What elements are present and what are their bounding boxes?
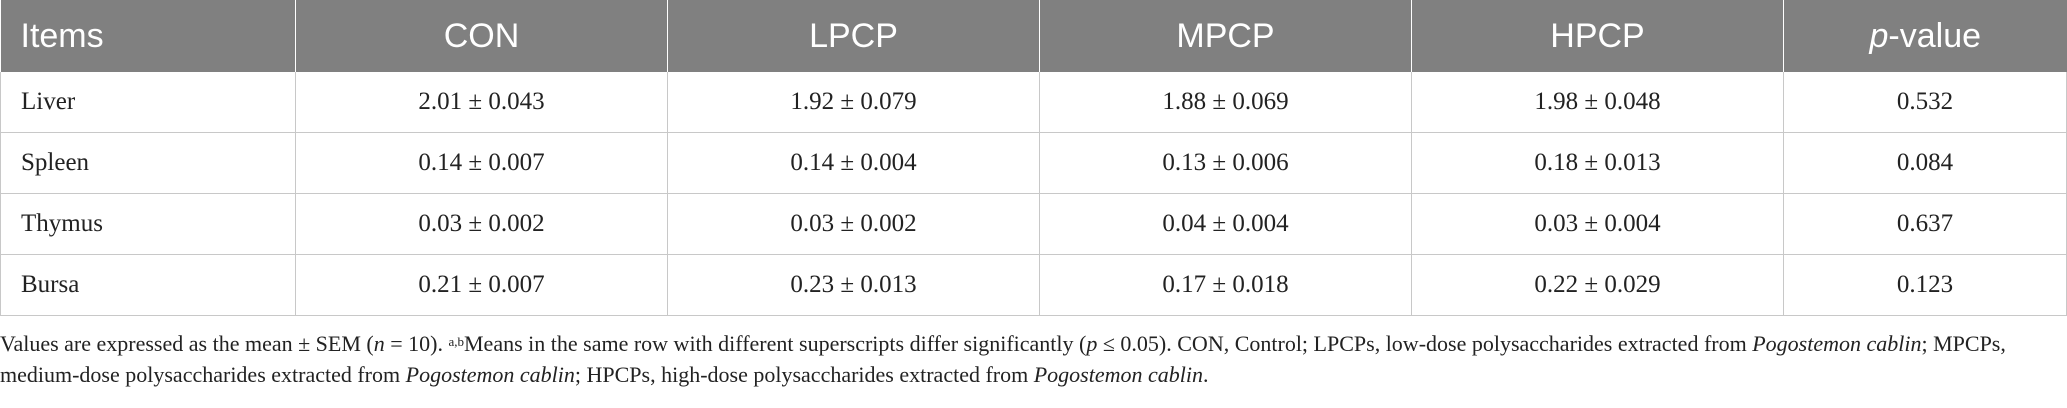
cell-hpcp: 0.03 ± 0.004 [1411, 193, 1784, 255]
cell-mpcp: 0.04 ± 0.004 [1039, 193, 1412, 255]
table-row: Spleen 0.14 ± 0.007 0.14 ± 0.004 0.13 ± … [0, 132, 2067, 194]
cell-mpcp: 0.17 ± 0.018 [1039, 254, 1412, 316]
footnote-species: Pogostemon cablin [1033, 362, 1203, 387]
footnote-n-italic: n [373, 331, 385, 356]
cell-lpcp: 0.03 ± 0.002 [667, 193, 1040, 255]
footnote-superscript: a,b [448, 334, 464, 349]
table-row: Bursa 0.21 ± 0.007 0.23 ± 0.013 0.17 ± 0… [0, 254, 2067, 316]
organ-index-table: Items CON LPCP MPCP HPCP p-value Liver 2… [0, 0, 2067, 316]
header-items: Items [0, 0, 296, 72]
footnote-species: Pogostemon cablin [405, 362, 575, 387]
row-label: Liver [0, 72, 296, 133]
footnote-p-italic: p [1086, 331, 1098, 356]
footnote-text: = 10). [384, 331, 449, 356]
cell-p-value: 0.084 [1783, 132, 2067, 194]
footnote-text: Values are expressed as the mean ± SEM ( [0, 331, 374, 356]
cell-con: 0.21 ± 0.007 [295, 254, 668, 316]
table-row: Liver 2.01 ± 0.043 1.92 ± 0.079 1.88 ± 0… [0, 72, 2067, 133]
table-header-row: Items CON LPCP MPCP HPCP p-value [0, 0, 2067, 72]
cell-con: 2.01 ± 0.043 [295, 72, 668, 133]
cell-p-value: 0.532 [1783, 72, 2067, 133]
row-label: Bursa [0, 254, 296, 316]
header-value-suffix: -value [1888, 16, 1982, 55]
cell-lpcp: 0.23 ± 0.013 [667, 254, 1040, 316]
row-label: Thymus [0, 193, 296, 255]
cell-mpcp: 1.88 ± 0.069 [1039, 72, 1412, 133]
footnote-text: Means in the same row with different sup… [464, 331, 1087, 356]
row-label: Spleen [0, 132, 296, 194]
cell-mpcp: 0.13 ± 0.006 [1039, 132, 1412, 194]
footnote-text: ; MPCPs, medium-dose polysaccharides ext… [0, 331, 2006, 387]
footnote-text: . [1203, 362, 1209, 387]
footnote-text: ; HPCPs, high-dose polysaccharides extra… [574, 362, 1034, 387]
footnote-text: ≤ 0.05). CON, Control; LPCPs, low-dose p… [1097, 331, 1753, 356]
header-p-italic: p [1869, 16, 1889, 55]
cell-p-value: 0.123 [1783, 254, 2067, 316]
footnote-species: Pogostemon cablin [1752, 331, 1922, 356]
cell-hpcp: 1.98 ± 0.048 [1411, 72, 1784, 133]
cell-lpcp: 0.14 ± 0.004 [667, 132, 1040, 194]
header-con: CON [295, 0, 668, 72]
header-hpcp: HPCP [1411, 0, 1784, 72]
cell-con: 0.14 ± 0.007 [295, 132, 668, 194]
table-row: Thymus 0.03 ± 0.002 0.03 ± 0.002 0.04 ± … [0, 193, 2067, 255]
cell-p-value: 0.637 [1783, 193, 2067, 255]
cell-lpcp: 1.92 ± 0.079 [667, 72, 1040, 133]
table-footnote: Values are expressed as the mean ± SEM (… [0, 328, 2060, 390]
cell-hpcp: 0.22 ± 0.029 [1411, 254, 1784, 316]
header-p-value: p-value [1783, 0, 2067, 72]
data-table-container: Items CON LPCP MPCP HPCP p-value Liver 2… [0, 0, 2067, 316]
header-mpcp: MPCP [1039, 0, 1412, 72]
cell-hpcp: 0.18 ± 0.013 [1411, 132, 1784, 194]
cell-con: 0.03 ± 0.002 [295, 193, 668, 255]
header-lpcp: LPCP [667, 0, 1040, 72]
